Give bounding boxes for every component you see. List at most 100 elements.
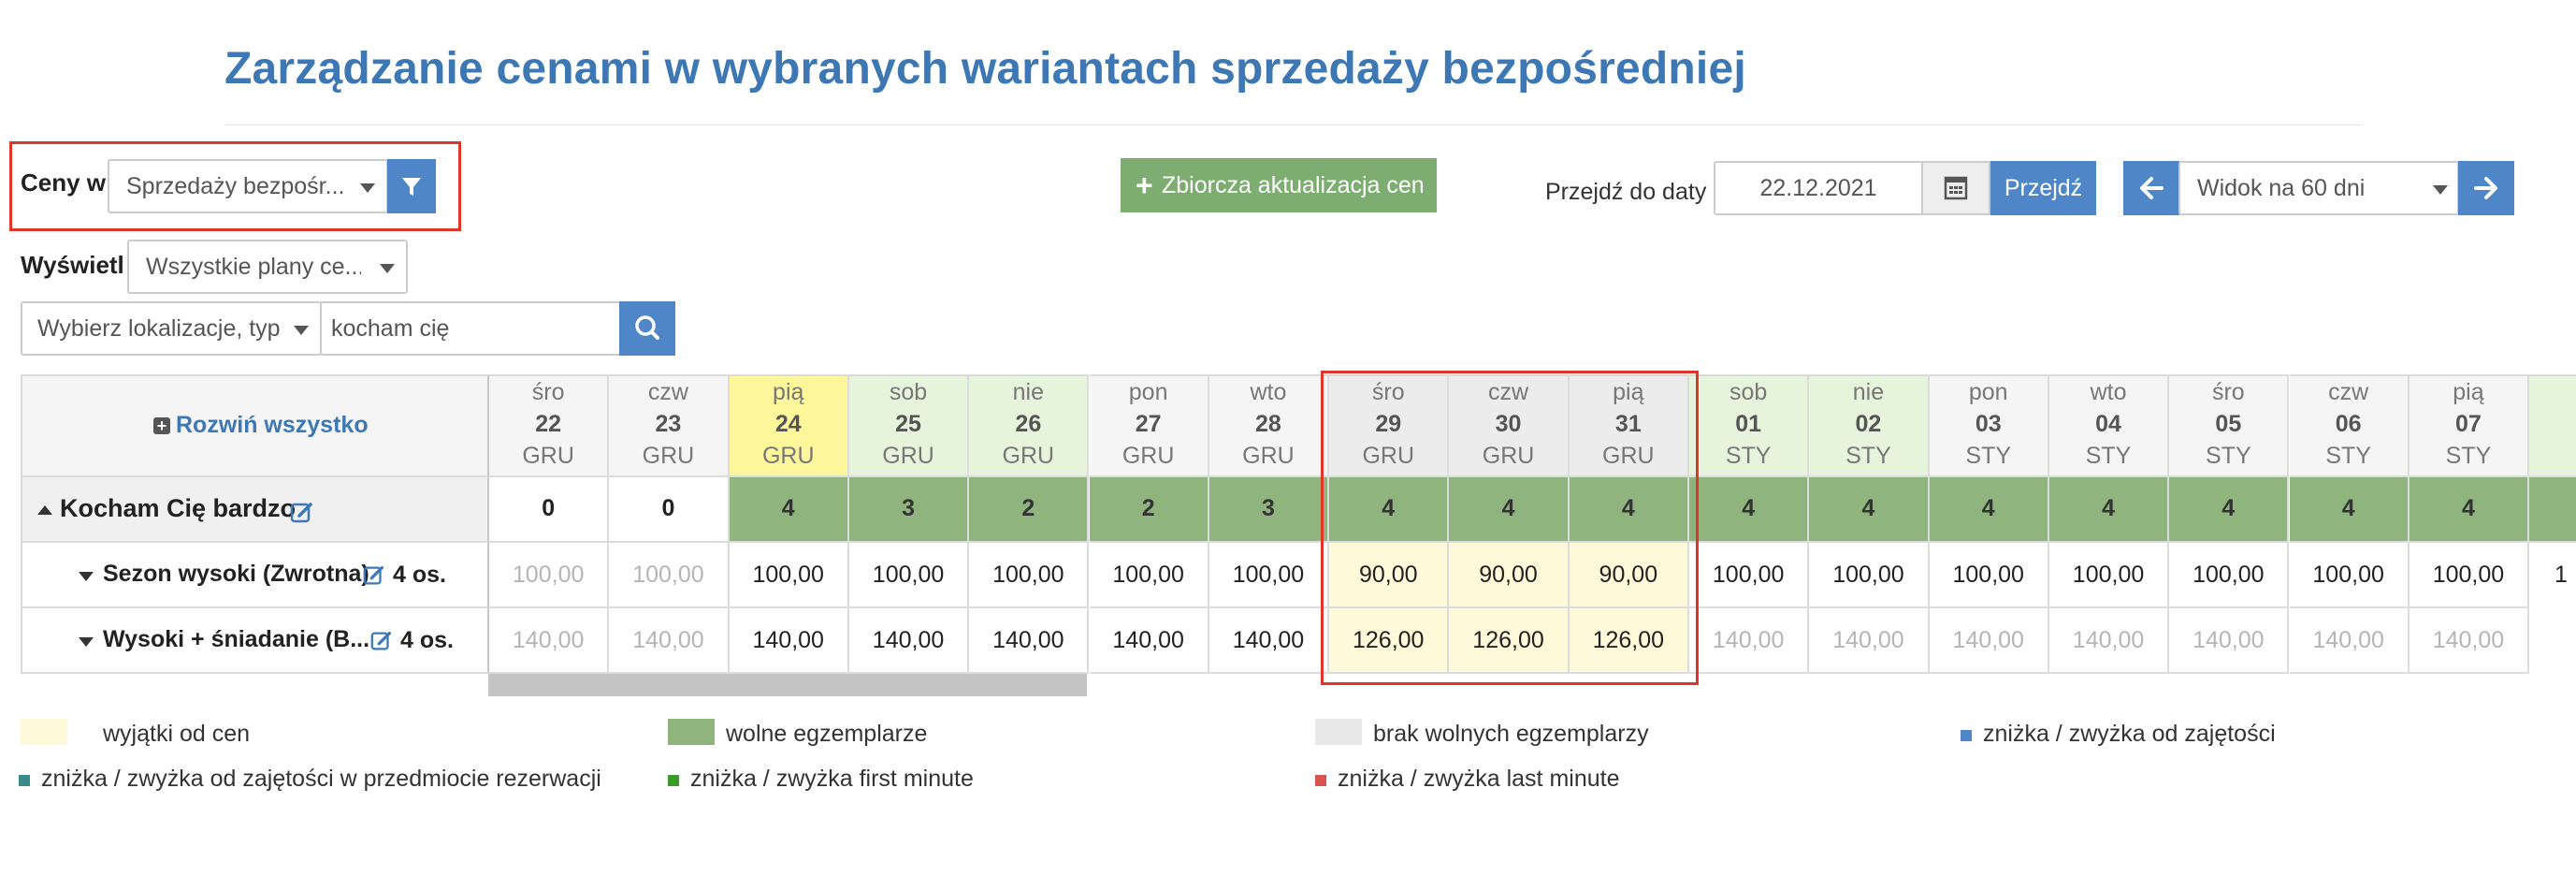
date-dow: nie: [1012, 379, 1045, 405]
display-select[interactable]: Wszystkie plany ce...: [127, 240, 408, 294]
object-row-label[interactable]: Kocham Cię bardzo: [21, 477, 489, 543]
price-cell[interactable]: 100,00: [848, 543, 970, 608]
date-dow: pią: [773, 379, 804, 405]
calendar-button[interactable]: [1921, 161, 1990, 215]
legend-label: brak wolnych egzemplarzy: [1373, 721, 1649, 747]
availability-cell[interactable]: 4: [729, 477, 849, 543]
price-cell[interactable]: 126,00: [1569, 608, 1689, 674]
page-title: Zarządzanie cenami w wybranych wariantac…: [224, 44, 1746, 94]
price-cell[interactable]: 100,00: [1929, 543, 2049, 608]
date-day: 25: [895, 411, 921, 437]
prices-in-select[interactable]: Sprzedaży bezpośr...: [108, 159, 388, 213]
price-cell[interactable]: 90,00: [1329, 543, 1450, 608]
price-cell[interactable]: 100,00: [2409, 543, 2530, 608]
price-cell[interactable]: 100,00: [1089, 543, 1209, 608]
edit-icon[interactable]: [369, 629, 394, 653]
price-cell[interactable]: 100,00: [609, 543, 730, 608]
goto-date-button[interactable]: Przejdź: [1990, 161, 2096, 215]
price-cell[interactable]: 140,00: [1689, 608, 1810, 674]
availability-cell[interactable]: 4: [2048, 477, 2170, 543]
price-cell[interactable]: 100,00: [2169, 543, 2290, 608]
legend-swatch-last-minute: [1315, 775, 1326, 786]
filter-button[interactable]: [387, 159, 436, 213]
goto-date-input[interactable]: 22.12.2021: [1714, 161, 1923, 215]
date-dow: śro: [531, 379, 565, 405]
date-mon: GRU: [522, 443, 574, 469]
previous-period-button[interactable]: [2123, 161, 2179, 215]
availability-cell[interactable]: 4: [1449, 477, 1570, 543]
date-dow: czw: [1488, 379, 1529, 405]
price-cell[interactable]: 100,00: [969, 543, 1090, 608]
price-cell[interactable]: 90,00: [1569, 543, 1689, 608]
rate-name: Wysoki + śniadanie (B...: [103, 626, 370, 652]
prices-in-label: Ceny w: [21, 168, 107, 197]
availability-cell[interactable]: 0: [609, 477, 730, 543]
availability-cell[interactable]: 4: [1329, 477, 1450, 543]
date-header: nie 02 STY: [1809, 374, 1930, 477]
price-cell[interactable]: 140,00: [2048, 608, 2170, 674]
price-cell[interactable]: 100,00: [2289, 543, 2410, 608]
availability-cell[interactable]: 3: [848, 477, 970, 543]
prices-in-value: Sprzedaży bezpośr...: [126, 173, 345, 199]
goto-date-label: Przejdź do daty: [1545, 179, 1707, 205]
price-cell[interactable]: 100,00: [729, 543, 849, 608]
horizontal-scrollbar[interactable]: [488, 674, 1087, 696]
next-period-button[interactable]: [2458, 161, 2514, 215]
price-cell[interactable]: 140,00: [2289, 608, 2410, 674]
edit-icon[interactable]: [289, 500, 315, 526]
date-mon: GRU: [1002, 443, 1055, 469]
rate-row-label[interactable]: Wysoki + śniadanie (B... 4 os.: [21, 608, 489, 674]
price-cell[interactable]: 140,00: [1208, 608, 1330, 674]
price-cell[interactable]: 140,00: [1089, 608, 1209, 674]
rate-row-label[interactable]: Sezon wysoki (Zwrotna) 4 os.: [21, 543, 489, 608]
price-cell[interactable]: 140,00: [1809, 608, 1930, 674]
date-day: 01: [1735, 411, 1762, 437]
bulk-price-update-button[interactable]: + Zbiorcza aktualizacja cen: [1121, 158, 1437, 212]
collapse-icon[interactable]: [37, 505, 52, 515]
price-cell[interactable]: 140,00: [489, 608, 610, 674]
location-select[interactable]: Wybierz lokalizacje, typ: [21, 301, 322, 356]
price-cell[interactable]: 100,00: [1689, 543, 1810, 608]
legend-swatch-item-occupancy: [19, 775, 30, 786]
availability-cell[interactable]: 4: [1809, 477, 1930, 543]
date-mon: STY: [2445, 443, 2492, 469]
price-cell[interactable]: 100,00: [489, 543, 610, 608]
availability-cell[interactable]: 3: [1208, 477, 1330, 543]
price-cell[interactable]: 140,00: [969, 608, 1090, 674]
availability-cell[interactable]: 2: [969, 477, 1090, 543]
date-day: 30: [1495, 411, 1522, 437]
price-cell[interactable]: 126,00: [1329, 608, 1450, 674]
availability-cell[interactable]: 2: [1089, 477, 1209, 543]
availability-cell-partial[interactable]: [2529, 477, 2576, 543]
legend-label: zniżka / zwyżka first minute: [690, 766, 974, 792]
price-cell[interactable]: 140,00: [609, 608, 730, 674]
date-mon: GRU: [882, 443, 934, 469]
search-value: kocham cię: [331, 315, 450, 342]
date-mon: STY: [2325, 443, 2371, 469]
price-cell[interactable]: 140,00: [2169, 608, 2290, 674]
price-cell[interactable]: 140,00: [729, 608, 849, 674]
goto-date-value: 22.12.2021: [1759, 175, 1877, 201]
availability-cell[interactable]: 4: [2409, 477, 2530, 543]
expand-all-button[interactable]: + Rozwiń wszystko: [153, 412, 369, 439]
price-cell[interactable]: 90,00: [1449, 543, 1570, 608]
search-button[interactable]: [619, 301, 675, 356]
price-cell[interactable]: 100,00: [1809, 543, 1930, 608]
availability-cell[interactable]: 0: [489, 477, 610, 543]
search-input[interactable]: kocham cię: [320, 301, 621, 356]
edit-icon[interactable]: [362, 563, 386, 588]
availability-cell[interactable]: 4: [1689, 477, 1810, 543]
price-cell[interactable]: 140,00: [1929, 608, 2049, 674]
view-range-select[interactable]: Widok na 60 dni: [2178, 161, 2459, 215]
availability-cell[interactable]: 4: [1569, 477, 1689, 543]
availability-cell[interactable]: 4: [2289, 477, 2410, 543]
expand-icon[interactable]: [79, 572, 94, 581]
availability-cell[interactable]: 4: [2169, 477, 2290, 543]
expand-icon[interactable]: [79, 637, 94, 647]
availability-cell[interactable]: 4: [1929, 477, 2049, 543]
price-cell[interactable]: 140,00: [848, 608, 970, 674]
price-cell[interactable]: 100,00: [2048, 543, 2170, 608]
price-cell[interactable]: 100,00: [1208, 543, 1330, 608]
price-cell[interactable]: 126,00: [1449, 608, 1570, 674]
price-cell[interactable]: 140,00: [2409, 608, 2530, 674]
